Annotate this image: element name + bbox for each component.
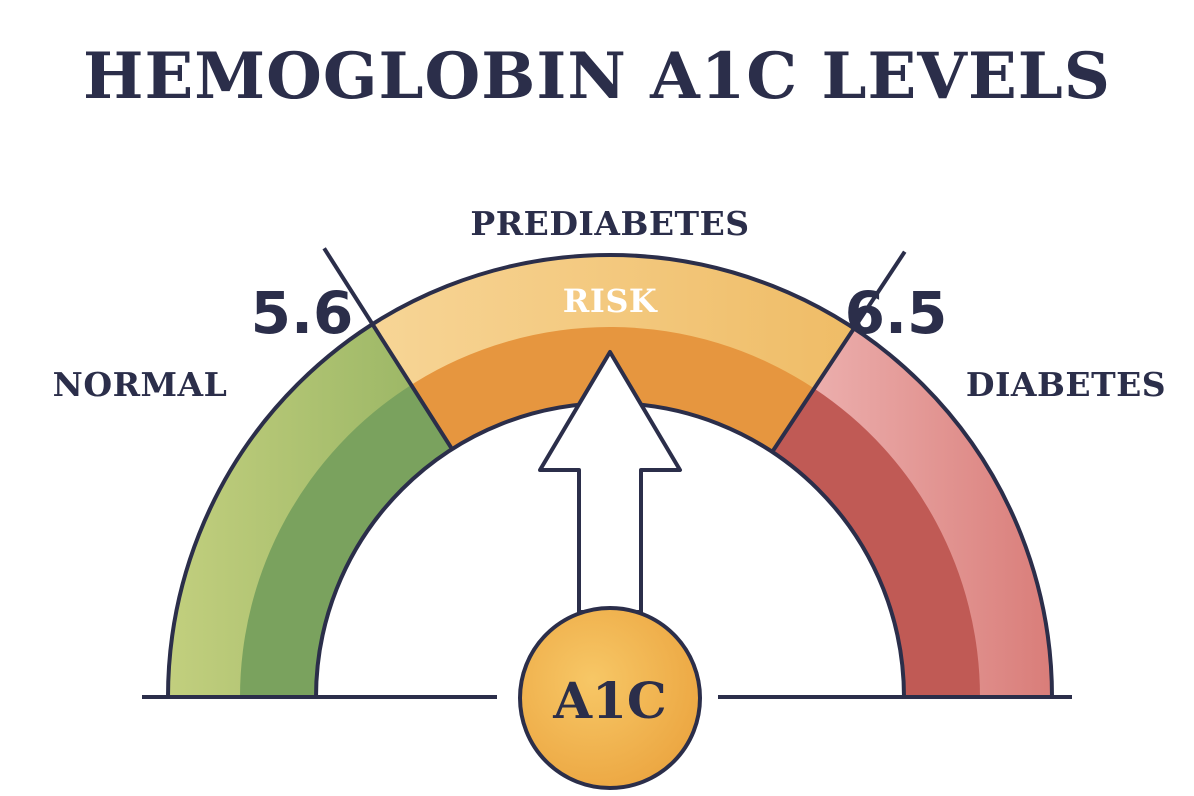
hub-label: A1C bbox=[552, 671, 666, 730]
pointer-arrow bbox=[538, 350, 682, 614]
diabetes-band-inner bbox=[772, 388, 980, 697]
threshold-value-left: 5.6 bbox=[251, 279, 354, 347]
diabetes-label: DIABETES bbox=[966, 365, 1166, 404]
gauge-bands bbox=[166, 247, 1054, 699]
page-title: HEMOGLOBIN A1C LEVELS bbox=[83, 39, 1111, 114]
threshold-divider-right bbox=[770, 250, 907, 453]
gauge-outline bbox=[166, 253, 1054, 699]
normal-label: NORMAL bbox=[53, 365, 228, 404]
prediabetes-label: PREDIABETES bbox=[470, 204, 749, 243]
normal-band-inner bbox=[240, 384, 453, 697]
a1c-hub bbox=[518, 606, 702, 790]
risk-label: RISK bbox=[563, 282, 658, 320]
threshold-divider-left bbox=[322, 247, 454, 451]
threshold-value-right: 6.5 bbox=[845, 279, 948, 347]
